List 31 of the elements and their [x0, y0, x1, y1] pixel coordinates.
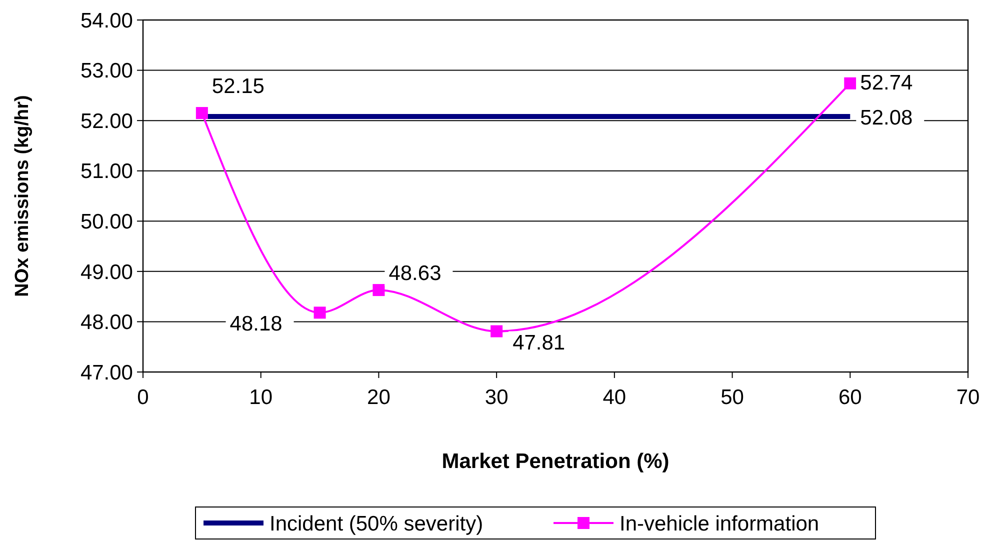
legend-label: Incident (50% severity) [270, 512, 484, 536]
x-tick-label: 20 [367, 386, 390, 409]
y-tick-label: 48.00 [80, 311, 133, 334]
data-label: 48.63 [388, 262, 442, 286]
y-tick-label: 50.00 [80, 210, 133, 234]
point [490, 325, 503, 338]
point [314, 306, 326, 319]
data-label: 52.74 [860, 71, 914, 94]
y-axis-title: NOx emissions (kg/hr) [12, 95, 33, 297]
x-tick-label: 50 [720, 386, 744, 409]
legend-label: In-vehicle information [620, 512, 820, 536]
data-label: 47.81 [512, 331, 566, 354]
x-tick-label: 70 [956, 386, 980, 409]
point [372, 284, 385, 296]
data-label: 52.15 [212, 75, 264, 98]
x-tick-label: 0 [137, 386, 149, 409]
x-tick-label: 40 [602, 386, 626, 409]
point [844, 77, 856, 90]
x-axis-title: Market Penetration (%) [442, 450, 670, 473]
x-tick-label: 60 [838, 386, 862, 409]
x-tick-label: 10 [249, 386, 273, 409]
x-tick-label: 30 [484, 386, 508, 409]
data-label: 48.18 [230, 312, 282, 336]
y-tick-label: 49.00 [80, 260, 133, 284]
data-label: 52.08 [860, 106, 913, 130]
point [196, 107, 208, 120]
y-tick-label: 53.00 [80, 60, 133, 83]
y-tick-label: 54.00 [80, 9, 133, 32]
y-tick-label: 47.00 [80, 361, 133, 384]
y-tick-label: 51.00 [80, 160, 133, 184]
y-tick-label: 52.00 [80, 110, 133, 133]
